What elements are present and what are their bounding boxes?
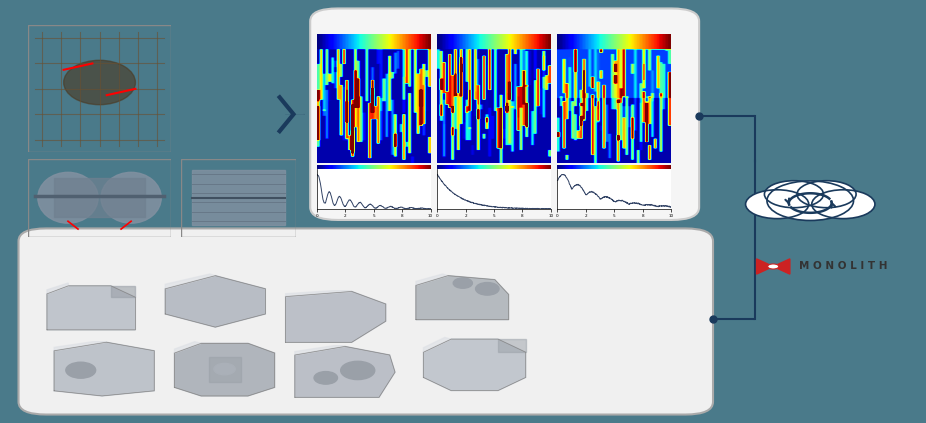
Circle shape [745,190,808,219]
FancyBboxPatch shape [310,8,699,220]
Circle shape [768,264,779,269]
Circle shape [765,181,823,208]
Polygon shape [757,259,773,274]
Polygon shape [773,259,790,274]
Circle shape [797,181,857,208]
Circle shape [767,181,854,220]
Text: M O N O L I T H: M O N O L I T H [799,261,888,272]
Circle shape [812,190,875,219]
FancyBboxPatch shape [19,228,713,415]
